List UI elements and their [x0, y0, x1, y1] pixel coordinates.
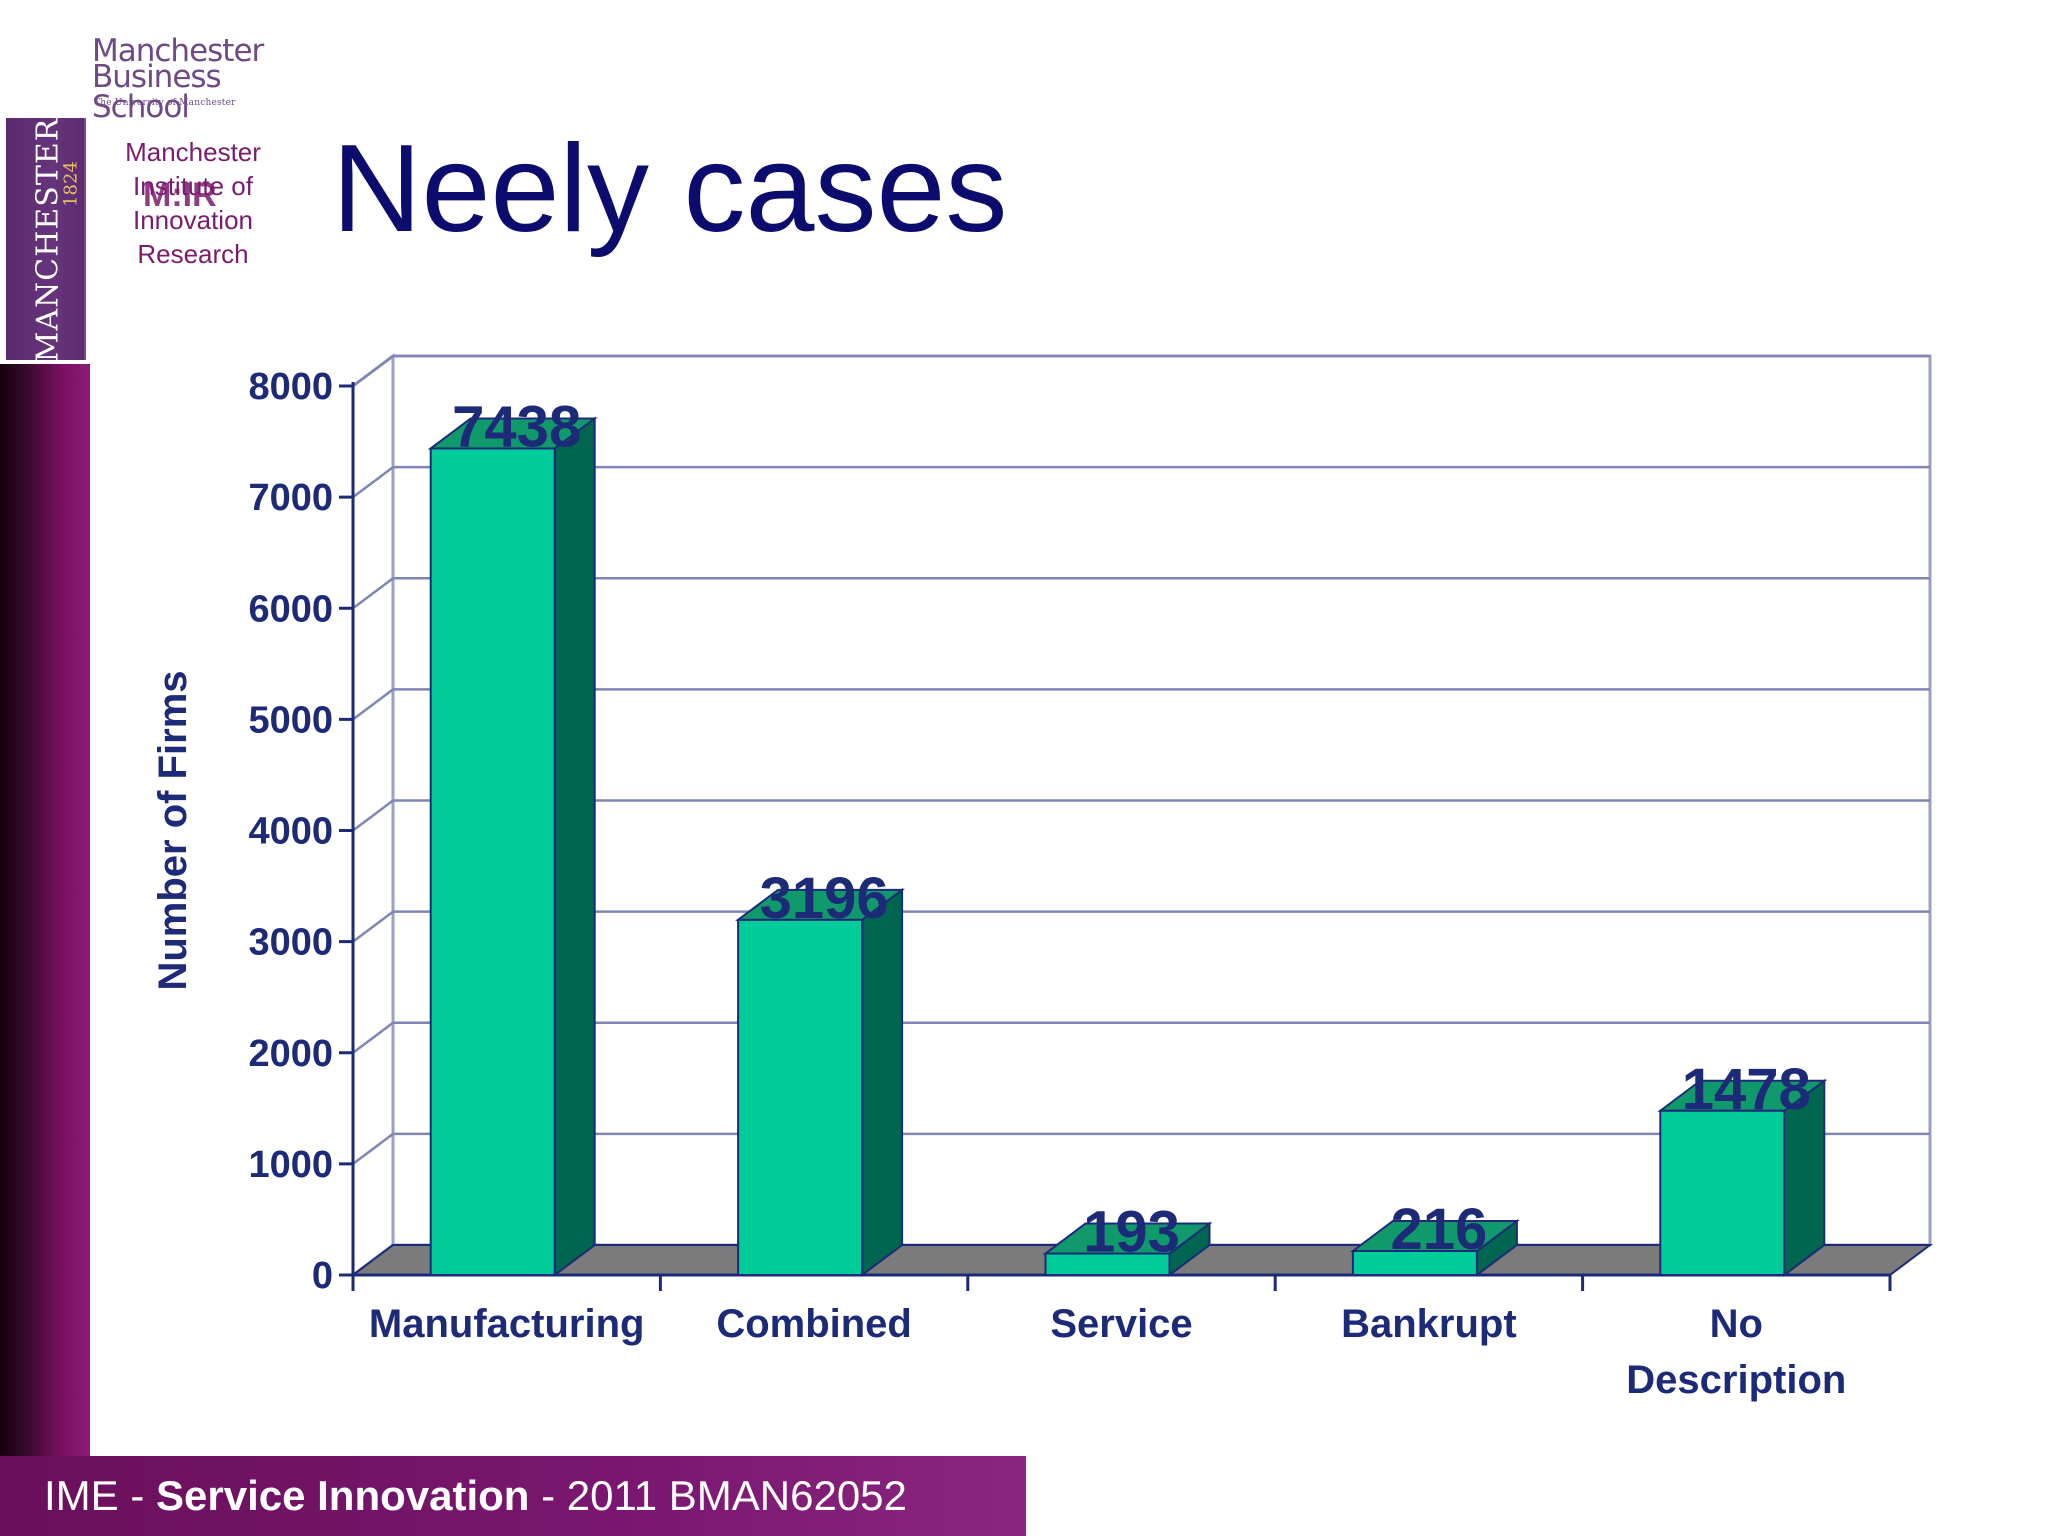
bar [1044, 1252, 1171, 1276]
x-tick-label: Description [1626, 1358, 1846, 1402]
business-school-logo: Manchester Business School The Universit… [92, 33, 322, 123]
footer-course-name: Service Innovation [156, 1472, 530, 1519]
data-label: 1478 [1682, 1057, 1811, 1122]
data-label: 7438 [452, 394, 581, 459]
y-axis-title: Number of Firms [151, 670, 195, 990]
bar [737, 918, 864, 1276]
footer-bar: IME - Service Innovation - 2011 BMAN6205… [0, 1456, 1026, 1536]
x-tick-label: No [1710, 1302, 1763, 1346]
footer-text: IME - Service Innovation - 2011 BMAN6205… [44, 1472, 907, 1520]
bar [1659, 1109, 1786, 1276]
institute-line: Manchester [125, 137, 261, 167]
y-tick-label: 7000 [248, 477, 333, 519]
bar [429, 447, 556, 1276]
x-tick-label: Combined [716, 1302, 912, 1346]
gridline-side [352, 466, 394, 499]
x-tick-label: Service [1050, 1302, 1192, 1346]
institute-line: Innovation [133, 205, 253, 235]
institute-line: Institute of [133, 171, 253, 201]
y-tick-label: 4000 [248, 811, 333, 853]
institute-name: Manchester Institute of Innovation Resea… [112, 135, 274, 271]
decorative-side-bar [0, 364, 90, 1460]
logo-line-2: Business School [92, 59, 222, 125]
data-label: 193 [1083, 1200, 1180, 1265]
y-tick-label: 0 [312, 1255, 333, 1297]
data-label: 216 [1391, 1197, 1488, 1262]
university-crest-logo: MANCHESTER 1824 [6, 118, 86, 362]
gridline-side [352, 1021, 394, 1054]
x-tick-label: Manufacturing [369, 1302, 645, 1346]
y-tick-label: 6000 [248, 588, 333, 630]
slide-title: Neely cases [332, 120, 1008, 258]
gridline-side [352, 1132, 394, 1165]
gridline-side [352, 355, 394, 387]
y-tick-label: 1000 [248, 1144, 333, 1186]
x-tick-label: Bankrupt [1341, 1302, 1517, 1346]
bar-side [553, 416, 596, 1277]
bar-side [861, 887, 904, 1277]
gridline-side [352, 910, 394, 943]
y-tick-label: 8000 [248, 366, 333, 408]
institute-mark-logo: M:IR [143, 176, 217, 214]
data-label: 3196 [760, 866, 889, 931]
institute-line: Research [137, 239, 249, 269]
y-tick-label: 5000 [248, 699, 333, 741]
y-tick-label: 2000 [248, 1033, 333, 1075]
logo-line-3: The University of Manchester [94, 98, 236, 108]
gridline-side [352, 577, 394, 610]
bar [1351, 1249, 1478, 1276]
footer-prefix: IME - [44, 1472, 156, 1519]
y-tick-label: 3000 [248, 922, 333, 964]
logo-line-1: Manchester [92, 33, 264, 69]
gridline-side [352, 799, 394, 832]
gridline-side [352, 688, 394, 721]
footer-suffix: - 2011 BMAN62052 [529, 1472, 907, 1519]
